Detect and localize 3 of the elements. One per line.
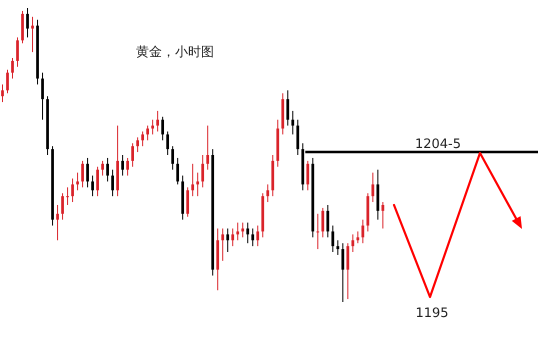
annotation: 1204-5 [414,137,462,152]
annotation: 1195 [415,306,449,321]
title: 黄金，小时图 [136,45,214,60]
